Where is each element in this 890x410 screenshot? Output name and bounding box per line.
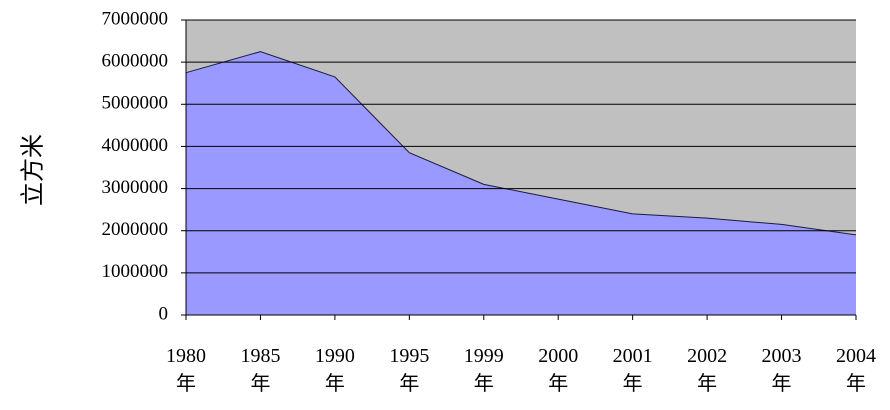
y-tick-label: 3000000 xyxy=(102,177,169,198)
y-axis-label: 立方米 xyxy=(20,134,47,206)
y-tick-label: 1000000 xyxy=(102,261,169,282)
y-tick-label: 6000000 xyxy=(102,51,169,72)
x-tick-label: 2001 年 xyxy=(612,345,653,395)
x-tick-label: 1995 年 xyxy=(389,345,430,395)
y-tick-label: 7000000 xyxy=(102,8,169,29)
x-tick-label: 2003 年 xyxy=(761,345,802,395)
x-tick-label: 1990 年 xyxy=(314,345,355,395)
x-tick-label: 2002 年 xyxy=(687,345,728,395)
area-edge xyxy=(185,51,857,236)
area xyxy=(186,51,856,315)
y-tick-label: 5000000 xyxy=(102,93,169,114)
x-tick-label: 2004 年 xyxy=(836,345,876,395)
y-tick-label: 2000000 xyxy=(102,219,169,240)
y-tick-label: 0 xyxy=(159,303,169,324)
x-tick-label: 1980 年 xyxy=(166,345,206,395)
x-tick-label: 2000 年 xyxy=(538,345,579,395)
y-tick-label: 4000000 xyxy=(102,135,169,156)
x-tick-label: 1999 年 xyxy=(463,345,504,395)
x-tick-label: 1985 年 xyxy=(240,345,281,395)
